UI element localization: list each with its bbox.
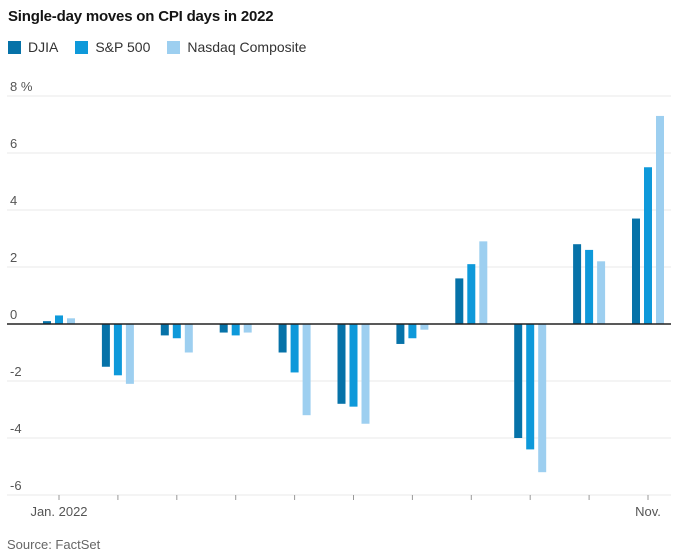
bar-djia-10 xyxy=(632,218,640,324)
bar-djia-7 xyxy=(455,278,464,324)
bar-s-p-500-7 xyxy=(467,264,476,324)
bar-djia-2 xyxy=(160,324,169,336)
y-tick-label--2: -2 xyxy=(10,364,22,379)
bar-nasdaq-composite-4 xyxy=(302,324,311,416)
bar-djia-8 xyxy=(514,324,523,438)
legend-item-sp500: S&P 500 xyxy=(75,39,150,55)
bar-nasdaq-composite-1 xyxy=(125,324,134,384)
bar-djia-9 xyxy=(573,244,582,324)
bar-s-p-500-5 xyxy=(349,324,358,407)
bar-s-p-500-3 xyxy=(231,324,240,336)
legend-label-djia: DJIA xyxy=(28,39,59,55)
y-tick-label-6: 6 xyxy=(10,136,17,151)
legend-swatch-djia xyxy=(8,40,21,54)
chart-legend: DJIA S&P 500 Nasdaq Composite xyxy=(8,39,306,55)
bar-nasdaq-composite-2 xyxy=(184,324,193,353)
bar-nasdaq-composite-6 xyxy=(420,324,429,330)
bar-s-p-500-2 xyxy=(172,324,181,339)
chart-title: Single-day moves on CPI days in 2022 xyxy=(8,8,274,25)
bar-djia-5 xyxy=(337,324,346,404)
y-tick-label-2: 2 xyxy=(10,250,17,265)
bar-s-p-500-1 xyxy=(113,324,122,376)
bar-s-p-500-8 xyxy=(526,324,535,450)
legend-label-sp500: S&P 500 xyxy=(95,39,151,55)
bar-nasdaq-composite-9 xyxy=(597,261,606,324)
bar-nasdaq-composite-3 xyxy=(243,324,252,333)
legend-swatch-nasdaq xyxy=(167,40,181,54)
x-tick-label-0: Jan. 2022 xyxy=(30,504,87,519)
bar-s-p-500-0 xyxy=(55,315,63,324)
legend-item-nasdaq: Nasdaq Composite xyxy=(167,39,306,55)
bar-nasdaq-composite-8 xyxy=(538,324,547,473)
bar-djia-3 xyxy=(219,324,228,333)
y-tick-label--4: -4 xyxy=(10,421,22,436)
legend-label-nasdaq: Nasdaq Composite xyxy=(187,39,307,55)
bar-nasdaq-composite-10 xyxy=(656,115,664,324)
y-tick-label-8: 8 % xyxy=(10,79,33,94)
bar-s-p-500-10 xyxy=(644,167,652,324)
bar-djia-0 xyxy=(43,321,51,324)
y-tick-label--6: -6 xyxy=(10,478,22,493)
bar-nasdaq-composite-7 xyxy=(479,241,488,324)
legend-swatch-sp500 xyxy=(75,40,89,54)
bar-s-p-500-6 xyxy=(408,324,417,339)
bar-s-p-500-4 xyxy=(290,324,299,373)
legend-item-djia: DJIA xyxy=(8,39,58,55)
y-tick-label-4: 4 xyxy=(10,193,17,208)
bar-djia-4 xyxy=(278,324,287,353)
bar-djia-6 xyxy=(396,324,405,344)
source-note: Source: FactSet xyxy=(7,537,101,552)
bar-djia-1 xyxy=(101,324,110,367)
bar-nasdaq-composite-5 xyxy=(361,324,370,424)
bar-nasdaq-composite-0 xyxy=(67,318,75,324)
x-tick-label-10: Nov. xyxy=(635,504,661,519)
bar-s-p-500-9 xyxy=(585,249,594,324)
y-tick-label-0: 0 xyxy=(10,307,17,322)
